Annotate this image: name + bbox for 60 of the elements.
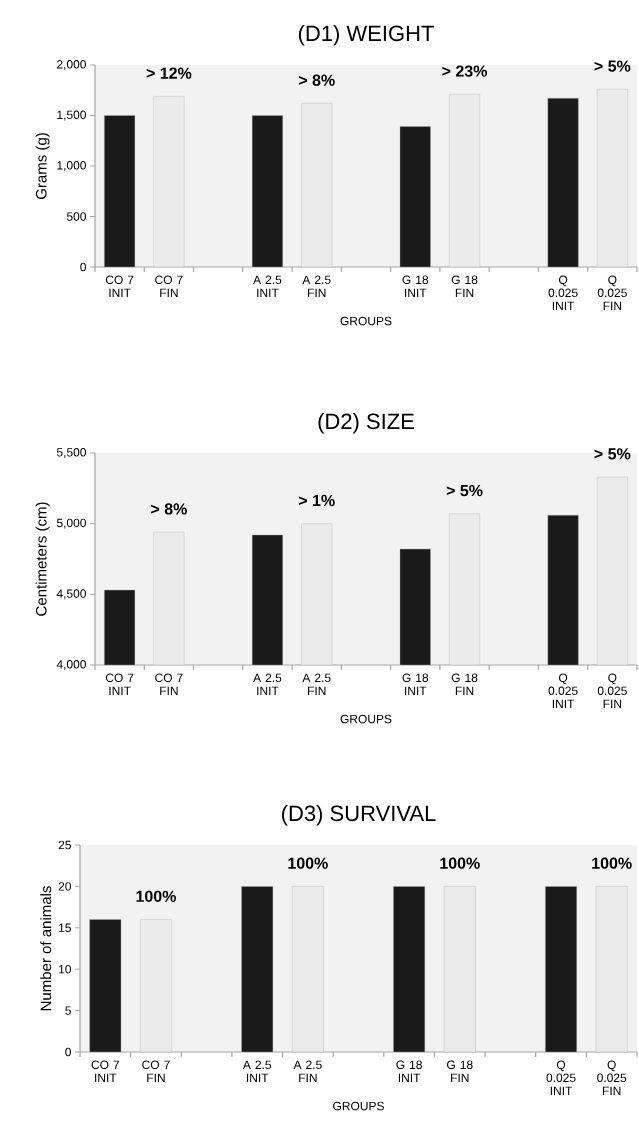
x-tick-label: CO 7 FIN <box>155 673 183 695</box>
annotation: 100% <box>592 857 632 869</box>
y-tick-label: 0 <box>80 262 86 272</box>
annotation: 100% <box>440 857 480 869</box>
x-tick-label: CO 7 INIT <box>105 673 134 695</box>
y-tick-label: 1,500 <box>57 110 86 121</box>
y-tick-label: 4,500 <box>56 589 86 600</box>
y-tick-label: 15 <box>59 923 71 932</box>
x-tick-label: A 2.5 INIT <box>253 673 282 695</box>
x-tick-label: G 18 INIT <box>402 673 429 695</box>
y-axis-title: Grams (g) <box>35 133 50 199</box>
y-tick-label: 5 <box>65 1006 71 1015</box>
chart-title: (D2) SIZE <box>318 412 414 434</box>
y-axis-title: Number of animals <box>40 886 52 1011</box>
annotation: > 12% <box>146 67 192 79</box>
x-tick-label: A 2.5 FIN <box>302 275 331 297</box>
annotation: > 1% <box>298 494 335 507</box>
x-axis-title: GROUPS <box>340 714 392 724</box>
annotation: > 5% <box>594 60 631 72</box>
x-tick-label: CO 7 INIT <box>105 275 134 297</box>
annotation: > 5% <box>446 484 483 497</box>
x-tick-label: CO 7 FIN <box>155 275 183 297</box>
x-tick-label: CO 7 INIT <box>91 1060 120 1082</box>
y-tick-label: 500 <box>66 212 86 221</box>
y-tick-label: 5,000 <box>56 518 86 529</box>
x-tick-label: A 2.5 INIT <box>242 1060 272 1082</box>
chart-title: (D3) SURVIVAL <box>282 804 436 826</box>
annotation: > 8% <box>151 503 187 515</box>
annotation: > 5% <box>594 448 631 460</box>
x-tick-label: A 2.5 FIN <box>293 1060 322 1082</box>
x-tick-label: G 18 FIN <box>451 275 478 297</box>
y-tick-label: 2,000 <box>57 60 86 70</box>
x-tick-label: Q 0.025 INIT <box>548 275 578 310</box>
x-tick-label: Q 0.025 INIT <box>548 673 578 708</box>
x-tick-label: Q 0.025 FIN <box>597 673 627 708</box>
x-tick-label: Q 0.025 FIN <box>597 1060 627 1095</box>
y-tick-label: 25 <box>58 840 71 850</box>
y-tick-label: 10 <box>59 964 71 974</box>
x-tick-label: A 2.5 FIN <box>302 673 331 695</box>
chart-title: (D1) WEIGHT <box>298 24 434 46</box>
y-tick-label: 4,000 <box>56 660 86 670</box>
annotation: 100% <box>288 857 328 869</box>
x-axis-title: GROUPS <box>340 316 392 326</box>
y-tick-label: 1,000 <box>57 161 86 171</box>
x-tick-label: CO 7 FIN <box>142 1060 170 1082</box>
x-axis-title: GROUPS <box>333 1101 384 1111</box>
x-tick-label: Q 0.025 INIT <box>546 1060 576 1095</box>
x-tick-label: A 2.5 INIT <box>253 275 282 297</box>
y-tick-label: 0 <box>65 1047 71 1057</box>
x-tick-label: Q 0.025 FIN <box>597 275 627 310</box>
annotation: > 23% <box>442 65 487 77</box>
x-tick-label: G 18 INIT <box>402 275 429 297</box>
x-tick-label: G 18 FIN <box>447 1060 473 1082</box>
x-tick-label: G 18 INIT <box>396 1060 422 1082</box>
annotation: > 8% <box>298 74 335 86</box>
y-tick-label: 5,500 <box>56 448 86 458</box>
y-tick-label: 20 <box>58 882 71 891</box>
y-axis-title: Centimeters (cm) <box>35 502 50 616</box>
annotation: 100% <box>136 890 176 902</box>
x-tick-label: G 18 FIN <box>451 673 478 695</box>
